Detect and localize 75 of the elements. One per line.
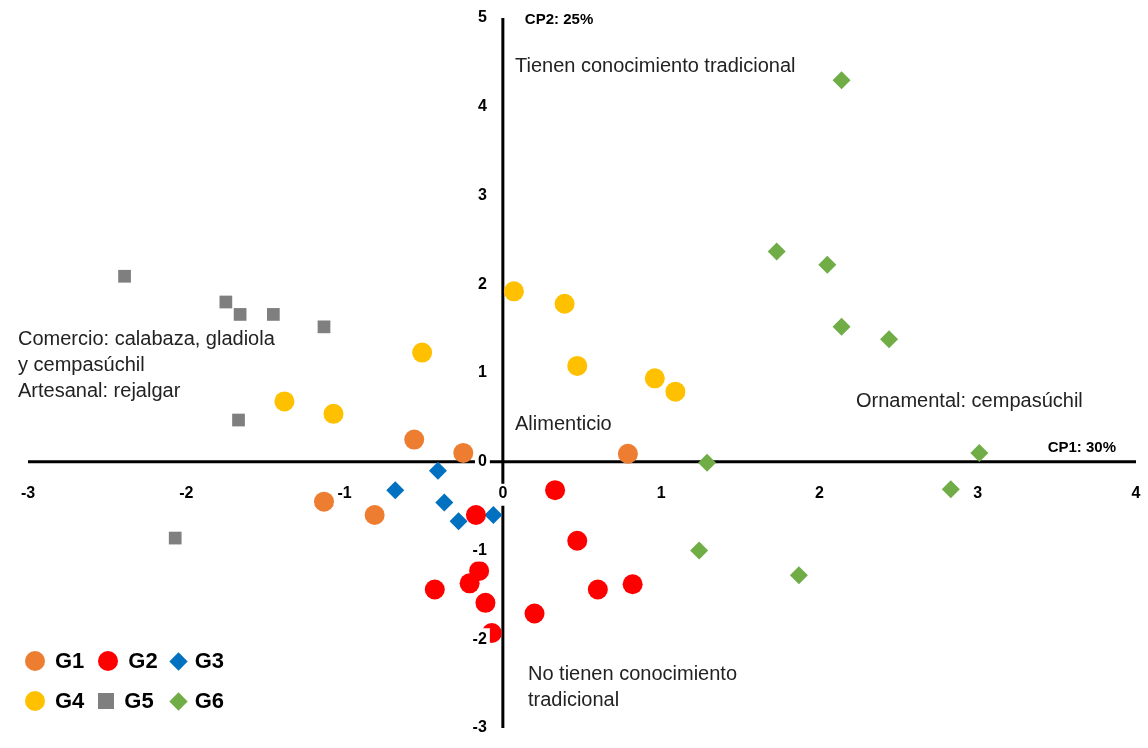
point xyxy=(941,480,960,499)
point xyxy=(587,579,608,600)
point xyxy=(453,442,474,463)
point xyxy=(435,493,454,512)
point xyxy=(644,368,665,389)
x-tick-label: 2 xyxy=(814,484,824,502)
point xyxy=(567,530,588,551)
point xyxy=(233,308,247,321)
point xyxy=(313,491,334,512)
x-tick-label: 3 xyxy=(973,484,983,502)
point xyxy=(475,592,496,613)
point xyxy=(832,71,851,90)
point xyxy=(323,403,344,424)
point xyxy=(274,391,295,412)
point xyxy=(424,579,445,600)
legend-label: G6 xyxy=(194,688,225,714)
point xyxy=(554,293,575,314)
point xyxy=(665,381,686,402)
legend-label: G4 xyxy=(55,688,85,714)
x-tick-label: 4 xyxy=(1131,484,1141,502)
point xyxy=(469,560,490,581)
annotation: Alimenticio xyxy=(515,411,613,436)
y-tick-label: 2 xyxy=(477,274,487,292)
point xyxy=(386,481,405,500)
point xyxy=(970,443,989,462)
point xyxy=(789,566,808,585)
annotation: Ornamental: cempasúchil xyxy=(856,388,1084,413)
annotation: Comercio: calabaza, gladiola y cempasúchil xyxy=(18,326,276,377)
y-tick-label: 0 xyxy=(477,452,487,470)
point xyxy=(767,242,786,261)
point xyxy=(428,461,447,480)
x-axis-title: CP1: 30% xyxy=(1047,438,1116,456)
legend-label: G2 xyxy=(128,648,158,674)
y-tick-label: 3 xyxy=(477,185,487,203)
point xyxy=(622,574,643,595)
point xyxy=(567,355,588,376)
point xyxy=(412,342,433,363)
x-tick-label: 0 xyxy=(498,484,508,502)
y-tick-label: -1 xyxy=(472,540,487,558)
point xyxy=(545,480,566,501)
legend-label: G3 xyxy=(194,648,225,674)
y-tick-label: -2 xyxy=(472,629,487,647)
legend-label: G1 xyxy=(55,648,85,674)
point xyxy=(404,429,425,450)
point xyxy=(503,281,524,302)
point xyxy=(617,443,638,464)
point xyxy=(465,505,486,525)
point xyxy=(880,330,899,349)
point xyxy=(690,541,709,560)
point xyxy=(832,317,851,336)
x-tick-label: -2 xyxy=(179,484,194,502)
y-axis-title: CP2: 25% xyxy=(524,10,594,28)
point xyxy=(364,505,385,525)
y-tick-label: 5 xyxy=(477,8,487,26)
point xyxy=(118,269,131,283)
legend-label: G5 xyxy=(124,688,154,714)
annotation: No tienen conocimiento tradicional xyxy=(528,661,738,712)
point xyxy=(818,255,837,274)
y-tick-label: 4 xyxy=(477,97,487,115)
point xyxy=(219,295,233,309)
annotation: Artesanal: rejalgar xyxy=(18,378,182,403)
y-tick-label: -3 xyxy=(472,718,487,736)
point xyxy=(484,506,503,524)
y-tick-label: 1 xyxy=(477,363,487,381)
point xyxy=(232,413,245,427)
x-tick-label: 1 xyxy=(656,484,666,502)
x-tick-label: -3 xyxy=(20,484,36,502)
point xyxy=(266,308,280,321)
annotation: Tienen conocimiento tradicional xyxy=(515,53,797,78)
point xyxy=(317,320,331,334)
point xyxy=(449,512,468,531)
point xyxy=(524,603,545,624)
point xyxy=(168,531,182,545)
x-tick-label: -1 xyxy=(337,484,352,502)
point xyxy=(698,453,717,472)
